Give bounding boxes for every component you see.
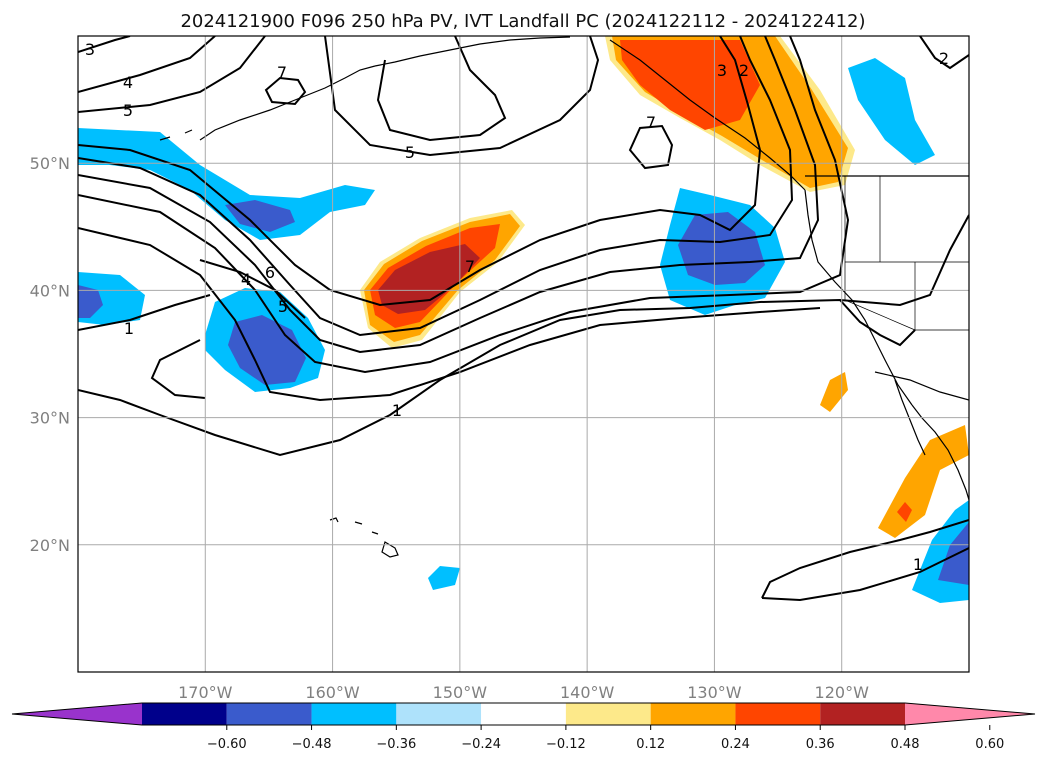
pv-contour-1-outer (78, 214, 969, 457)
coast-alaska-south (374, 36, 571, 67)
pv-contour-5-inner (376, 36, 507, 142)
colorbar-tick-label: 0.12 (636, 737, 665, 752)
negative-anomaly-ne-corner (848, 58, 935, 165)
contour-label: 7 (277, 63, 287, 82)
negative-anomaly-ne-core (678, 212, 765, 285)
pv-contour-7-small (264, 76, 307, 106)
border-us-mexico (874, 371, 969, 401)
positive-anomaly-baja-core (897, 502, 912, 522)
pv-contour-5-loop (324, 36, 600, 157)
pv-contour-1-west (78, 294, 211, 331)
colorbar-segment (311, 703, 397, 725)
pv-contour-3 (78, 36, 131, 53)
negative-anomaly-west-core (78, 285, 103, 318)
colorbar-segment (142, 703, 227, 725)
colorbar-extend-high (905, 703, 1035, 725)
contour-label: 1 (392, 401, 402, 420)
contour-label: 5 (278, 297, 288, 316)
pv-contour-1-south (761, 519, 969, 599)
coast-bc-panhandle (609, 39, 806, 191)
contour-label: 2 (739, 61, 749, 80)
negative-anomaly-sw-core (228, 315, 306, 385)
negative-anomaly-nw-band (78, 128, 375, 240)
colorbar-extend-low (12, 703, 142, 725)
colorbar-tick-label: −0.48 (292, 737, 332, 752)
colorbar-segment (820, 703, 905, 725)
colorbar-tick-label: −0.24 (461, 737, 501, 752)
hawaii-islands (329, 517, 399, 558)
lon-tick-label: 130°W (687, 683, 742, 702)
positive-anomaly-small (820, 372, 848, 412)
pv-contour-1-south-b (761, 547, 969, 602)
figure-title: 2024121900 F096 250 hPa PV, IVT Landfall… (180, 11, 865, 32)
coast-baja-peninsula (894, 379, 926, 456)
colorbar-tick-label: 0.36 (806, 737, 835, 752)
lon-tick-labels: 170°W 160°W 150°W 140°W 130°W 120°W (178, 683, 869, 702)
colorbar-tick-label: −0.36 (376, 737, 416, 752)
colorbar-tick-label: 0.24 (721, 737, 750, 752)
coast-alaska-peninsula (199, 65, 376, 141)
colorbar-tick-label: 0.60 (975, 737, 1004, 752)
pv-jet-contour-c (78, 36, 820, 354)
pv-contour-2-ne (919, 36, 969, 70)
lon-tick-label: 150°W (433, 683, 488, 702)
contour-label: 2 (939, 49, 949, 68)
map-panel: 3 4 5 7 5 7 6 4 5 1 7 1 3 2 7 2 1 (78, 36, 969, 672)
aleutian-islands (159, 129, 193, 141)
contour-label: 5 (405, 143, 415, 162)
colorbar-segment (650, 703, 736, 725)
lat-tick-label: 50°N (30, 154, 70, 173)
contour-label: 7 (465, 257, 475, 276)
positive-anomaly-central-048 (378, 244, 480, 314)
map-frame (77, 35, 970, 673)
colorbar-segment (226, 703, 312, 725)
lon-tick-label: 160°W (305, 683, 360, 702)
contour-label: 1 (124, 319, 134, 338)
contour-label: 3 (85, 40, 95, 59)
colorbar-tick-label: −0.60 (207, 737, 247, 752)
state-borders (844, 176, 969, 331)
lat-tick-label: 30°N (30, 409, 70, 428)
lat-tick-label: 20°N (30, 536, 70, 555)
colorbar-segment (396, 703, 482, 725)
pv-contour-cutoff (150, 339, 206, 399)
lon-tick-label: 170°W (178, 683, 233, 702)
negative-anomaly-se-core (938, 522, 969, 585)
contour-label: 7 (646, 113, 656, 132)
pv-contour-4 (78, 36, 216, 93)
lat-tick-labels: 50°N 40°N 30°N 20°N (30, 154, 70, 555)
lat-tick-label: 40°N (30, 281, 70, 300)
contour-label: 3 (717, 61, 727, 80)
pv-contour-7-ring (628, 124, 674, 170)
pv-jet-contour-a (78, 36, 762, 307)
pv-jet-contour-e (78, 227, 821, 402)
pv-contour-6 (199, 259, 306, 319)
pv-contour-5-north (78, 36, 266, 113)
colorbar-outline (11, 702, 1036, 726)
contour-label: 4 (241, 270, 251, 289)
coastlines (159, 36, 969, 558)
contour-label: 4 (123, 73, 133, 92)
contour-labels: 3 4 5 7 5 7 6 4 5 1 7 1 3 2 7 2 1 (85, 40, 949, 574)
contour-label: 5 (123, 101, 133, 120)
colorbar-segment (565, 703, 651, 725)
pv-jet-contour-b (78, 36, 794, 337)
colorbar: −0.60 −0.48 −0.36 −0.24 −0.12 0.12 0.24 0.36 0.4… (11, 702, 1036, 752)
colorbar-segment (735, 703, 821, 725)
pv-contours (78, 36, 969, 602)
positive-anomaly-alaska-036 (620, 40, 760, 130)
contour-label: 1 (913, 555, 923, 574)
lon-tick-label: 120°W (815, 683, 870, 702)
gridlines (78, 36, 969, 672)
lon-tick-label: 140°W (560, 683, 615, 702)
negative-anomaly-nw-core (225, 200, 295, 232)
colorbar-segment (481, 703, 566, 725)
negative-anomaly-hawaii (428, 566, 460, 590)
contour-label: 6 (265, 263, 275, 282)
pv-contour-1-east (839, 299, 916, 347)
colorbar-tick-label: 0.48 (891, 737, 920, 752)
colorbar-tick-label: −0.12 (546, 737, 586, 752)
